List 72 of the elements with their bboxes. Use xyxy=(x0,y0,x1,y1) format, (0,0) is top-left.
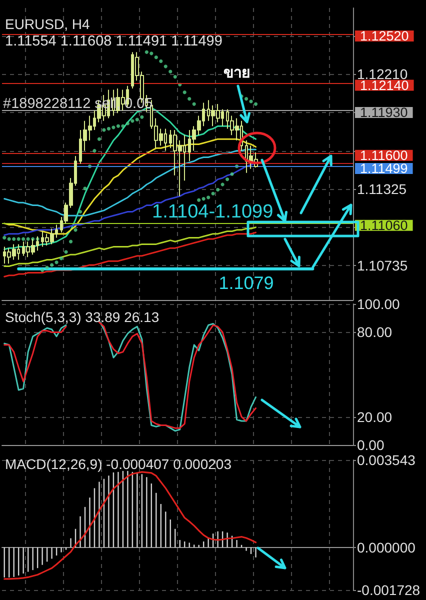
point xyxy=(7,237,11,241)
point xyxy=(59,256,64,260)
point xyxy=(121,124,125,128)
point xyxy=(188,97,192,101)
y-tick-label: 100.00 xyxy=(357,296,400,312)
y-tick-label: 1.11325 xyxy=(357,181,407,198)
point xyxy=(97,137,102,141)
point xyxy=(102,128,106,132)
series-label: 1.1079 xyxy=(218,272,274,293)
point xyxy=(206,196,210,200)
point xyxy=(211,192,215,196)
point xyxy=(68,240,73,244)
text: EURUSD, H4 xyxy=(5,16,90,32)
point xyxy=(192,102,196,106)
ref-line-label: 1.12520 xyxy=(360,28,409,44)
ref-line-label: 1.11499 xyxy=(360,160,408,176)
point xyxy=(154,56,158,60)
point xyxy=(40,268,44,272)
point xyxy=(92,148,96,153)
point xyxy=(144,50,148,54)
point xyxy=(50,263,54,267)
line-series xyxy=(4,232,257,278)
point xyxy=(150,52,154,56)
text: 1.11554 1.11608 1.11491 1.11499 xyxy=(5,34,222,50)
point xyxy=(249,100,253,104)
ref-line-label: 1.11600 xyxy=(360,148,408,163)
point xyxy=(140,115,144,119)
point xyxy=(168,70,172,74)
point xyxy=(254,102,258,106)
line-series xyxy=(4,471,257,580)
y-tick-label: 80.00 xyxy=(357,324,392,340)
point xyxy=(106,126,111,130)
y-tick-label: 0.003543 xyxy=(357,452,416,468)
point xyxy=(220,182,224,186)
y-tick-label: -0.001728 xyxy=(357,582,420,598)
point xyxy=(230,172,234,176)
point xyxy=(130,119,134,123)
point xyxy=(26,237,30,241)
chart-title: Stoch(5,3,3) 33.89 26.13 xyxy=(5,309,160,325)
point xyxy=(126,122,130,126)
point xyxy=(64,250,68,254)
point xyxy=(159,59,163,64)
ref-line-label: 1.11930 xyxy=(360,105,408,120)
point xyxy=(45,266,49,270)
chart-title: MACD(12,26,9) -0.000407 0.000203 xyxy=(5,456,232,472)
point xyxy=(173,74,177,79)
point xyxy=(226,178,230,182)
ref-line-label: 1.11060 xyxy=(360,218,408,233)
point xyxy=(16,237,20,241)
line-series xyxy=(4,226,257,268)
y-tick-label: 20.00 xyxy=(357,408,392,425)
point xyxy=(197,198,201,202)
point xyxy=(78,210,82,214)
annotation: 1.1104-1.1099 xyxy=(152,202,274,222)
point xyxy=(182,90,186,94)
y-tick-label: 0.00 xyxy=(357,437,384,453)
point xyxy=(54,260,58,264)
point xyxy=(244,97,248,101)
annotation: ขาย xyxy=(224,64,250,82)
point xyxy=(12,237,16,241)
point xyxy=(164,64,168,68)
y-tick-label: 0.000000 xyxy=(357,539,416,556)
point xyxy=(83,186,87,190)
point xyxy=(112,126,116,130)
point xyxy=(74,228,78,232)
point xyxy=(216,188,220,192)
y-tick-label: 1.10735 xyxy=(357,258,408,274)
point xyxy=(202,196,206,201)
point xyxy=(116,124,120,128)
point xyxy=(22,237,26,241)
point xyxy=(2,236,6,240)
point xyxy=(135,118,139,122)
